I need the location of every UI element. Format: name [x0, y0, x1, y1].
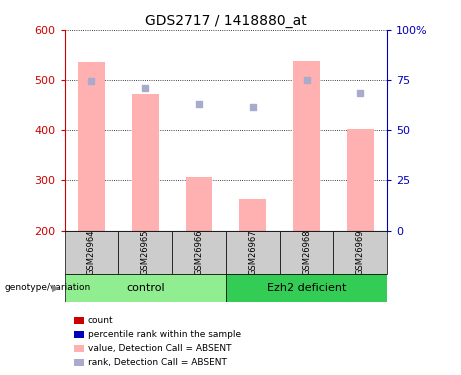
Text: GSM26968: GSM26968	[302, 230, 311, 275]
Text: count: count	[88, 316, 113, 325]
Text: genotype/variation: genotype/variation	[5, 284, 91, 292]
Bar	[293, 61, 320, 231]
Text: GSM26964: GSM26964	[87, 230, 96, 275]
Point	[88, 78, 95, 84]
Text: control: control	[126, 283, 165, 293]
Text: GSM26969: GSM26969	[356, 230, 365, 275]
Bar	[226, 231, 280, 274]
Bar	[118, 231, 172, 274]
Text: rank, Detection Call = ABSENT: rank, Detection Call = ABSENT	[88, 358, 226, 367]
Bar	[65, 274, 226, 302]
Text: Ezh2 deficient: Ezh2 deficient	[267, 283, 346, 293]
Bar	[132, 94, 159, 231]
Point	[249, 104, 256, 110]
Point	[357, 90, 364, 96]
Bar	[347, 129, 374, 231]
Title: GDS2717 / 1418880_at: GDS2717 / 1418880_at	[145, 13, 307, 28]
Text: ▶: ▶	[52, 283, 59, 293]
Bar	[333, 231, 387, 274]
Point	[142, 85, 149, 91]
Text: GSM26967: GSM26967	[248, 230, 257, 275]
Bar	[172, 231, 226, 274]
Point	[303, 77, 310, 83]
Point	[195, 101, 203, 107]
Bar	[239, 198, 266, 231]
Text: GSM26966: GSM26966	[195, 230, 203, 275]
Bar	[185, 177, 213, 231]
Bar	[65, 231, 118, 274]
Text: value, Detection Call = ABSENT: value, Detection Call = ABSENT	[88, 344, 231, 353]
Text: percentile rank within the sample: percentile rank within the sample	[88, 330, 241, 339]
Bar	[78, 62, 105, 231]
Text: GSM26965: GSM26965	[141, 230, 150, 275]
Bar	[280, 231, 333, 274]
Bar	[226, 274, 387, 302]
